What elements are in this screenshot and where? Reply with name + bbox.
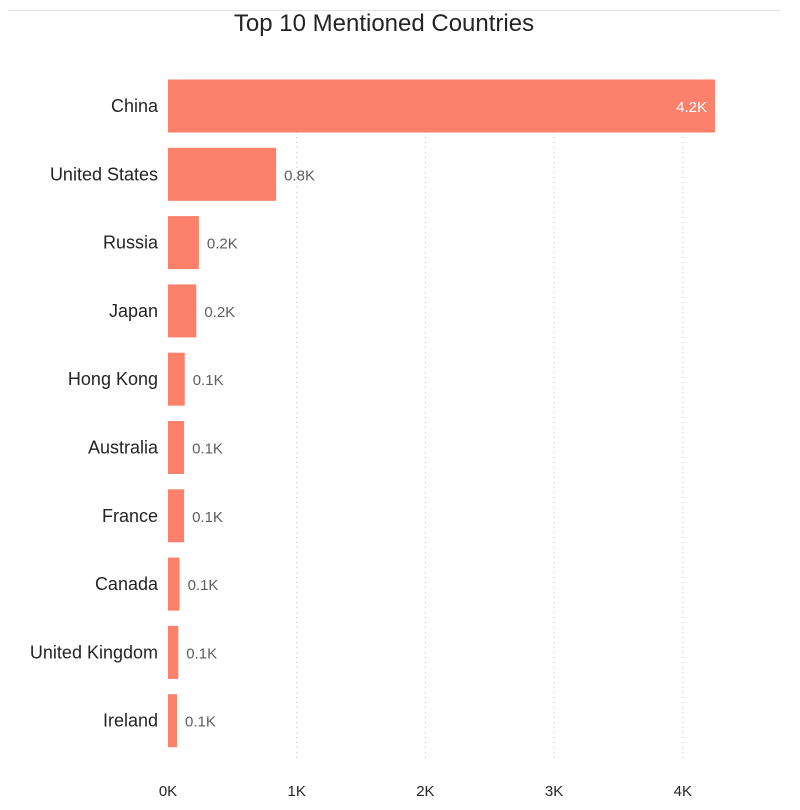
- bar-japan[interactable]: [168, 284, 197, 338]
- data-label: 0.8K: [284, 167, 315, 184]
- bars: [168, 79, 715, 748]
- category-label: France: [102, 506, 158, 526]
- bar-china[interactable]: [168, 79, 715, 133]
- category-label: China: [111, 96, 159, 116]
- data-label: 0.2K: [207, 236, 238, 253]
- gridlines: [296, 82, 684, 760]
- x-tick-label: 1K: [288, 783, 306, 800]
- x-tick-label: 4K: [674, 783, 692, 800]
- category-label: Canada: [95, 574, 159, 594]
- chart-title: Top 10 Mentioned Countries: [233, 10, 535, 37]
- data-label: 0.1K: [192, 441, 223, 458]
- data-label: 4.2K: [676, 99, 707, 116]
- data-label: 0.1K: [193, 372, 224, 389]
- category-label: Hong Kong: [68, 369, 158, 389]
- bar-united-states[interactable]: [168, 147, 277, 201]
- category-label: United Kingdom: [30, 642, 158, 662]
- data-label: 0.1K: [186, 645, 217, 662]
- x-tick-label: 0K: [159, 783, 177, 800]
- bar-united-kingdom[interactable]: [168, 625, 179, 679]
- category-label: Ireland: [103, 711, 158, 731]
- bar-australia[interactable]: [168, 421, 185, 474]
- category-label: United States: [50, 164, 158, 184]
- x-tick-label: 3K: [545, 783, 563, 800]
- x-tick-label: 2K: [416, 783, 434, 800]
- category-label: Australia: [88, 438, 159, 458]
- category-labels: China United States Russia Japan Hong Kong Au…: [30, 96, 159, 731]
- bar-ireland[interactable]: [168, 694, 178, 748]
- bar-france[interactable]: [168, 489, 185, 543]
- data-label: 0.2K: [204, 304, 235, 321]
- bar-hong-kong[interactable]: [168, 352, 185, 406]
- bar-russia[interactable]: [168, 216, 199, 270]
- data-label: 0.1K: [192, 509, 223, 526]
- top-divider: [8, 10, 780, 11]
- x-axis: 0K 1K 2K 3K 4K: [159, 783, 692, 800]
- category-label: Japan: [109, 301, 158, 321]
- data-labels: 4.2K 0.8K 0.2K 0.2K 0.1K 0.1K 0.1K 0.1K 0.1K 0.1K: [185, 99, 707, 731]
- bar-canada[interactable]: [168, 557, 180, 611]
- data-label: 0.1K: [185, 714, 216, 731]
- category-label: Russia: [103, 233, 159, 253]
- data-label: 0.1K: [188, 577, 219, 594]
